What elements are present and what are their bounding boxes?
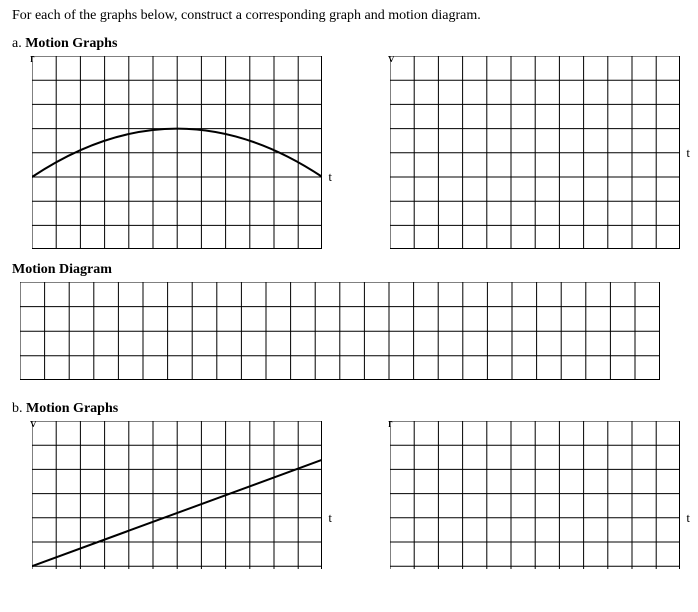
section-b-left-graph: v t — [32, 421, 322, 574]
axis-y-label: v — [30, 415, 37, 431]
axis-x-label: t — [328, 169, 332, 185]
section-b-letter: b. — [12, 401, 23, 416]
motion-diagram-label: Motion Diagram — [12, 262, 686, 278]
axis-y-label: v — [388, 50, 395, 66]
axis-x-label: t — [328, 510, 332, 526]
axis-x-label: t — [686, 145, 690, 161]
section-a-title: Motion Graphs — [25, 36, 117, 51]
graph-svg — [390, 421, 680, 569]
instruction-text: For each of the graphs below, construct … — [12, 8, 686, 24]
section-b-graphs-row: v t r t — [12, 421, 686, 574]
graph-svg — [20, 282, 660, 380]
graph-svg — [32, 421, 322, 569]
motion-diagram-grid — [20, 282, 686, 385]
axis-y-label: r — [30, 50, 34, 66]
section-b-right-graph: r t — [390, 421, 680, 574]
axis-y-label: r — [388, 415, 392, 431]
section-a-graphs-row: r t v t — [12, 56, 686, 254]
section-a-right-graph: v t — [390, 56, 680, 254]
section-a-letter: a. — [12, 36, 22, 51]
graph-svg — [390, 56, 680, 249]
section-b-label: b. Motion Graphs — [12, 401, 686, 417]
axis-x-label: t — [686, 510, 690, 526]
section-a-label: a. Motion Graphs — [12, 36, 686, 52]
motion-diagram-title: Motion Diagram — [12, 262, 112, 277]
section-b-title: Motion Graphs — [26, 401, 118, 416]
graph-svg — [32, 56, 322, 249]
section-a-left-graph: r t — [32, 56, 322, 254]
